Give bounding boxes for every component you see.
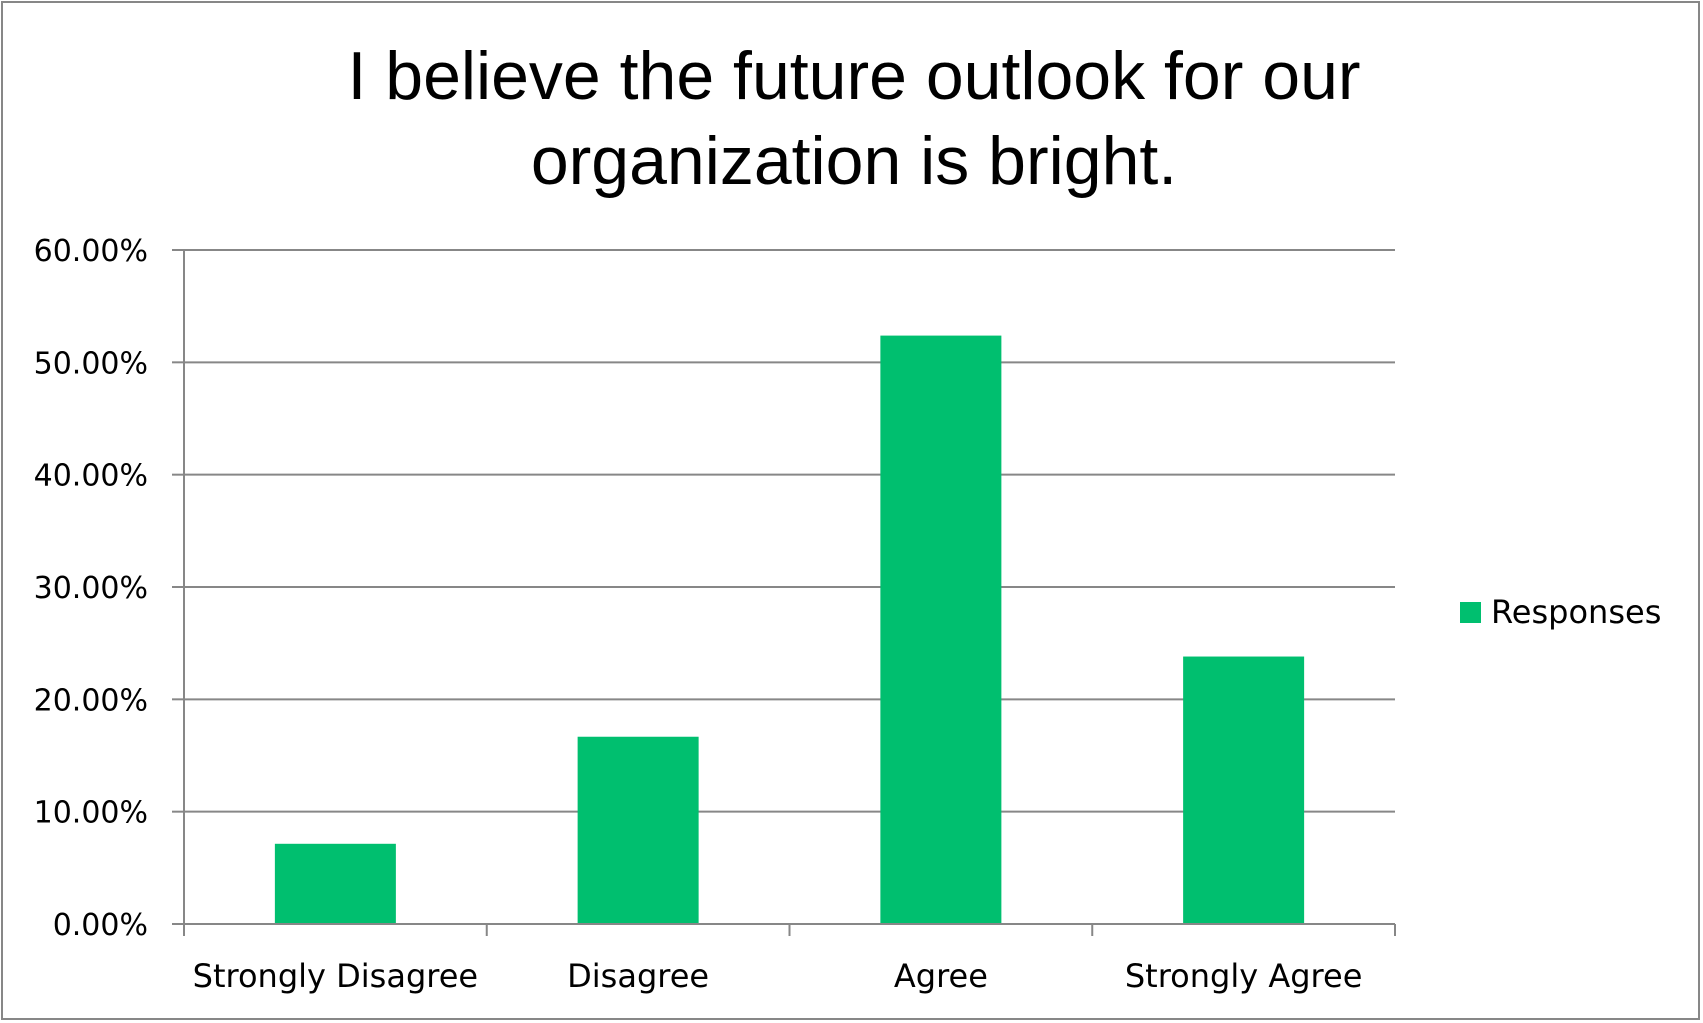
legend: Responses [1460, 593, 1661, 631]
legend-label-responses: Responses [1491, 593, 1661, 631]
x-category-label-2: Agree [894, 957, 988, 995]
legend-swatch-responses [1460, 602, 1481, 623]
x-category-label-0: Strongly Disagree [193, 957, 478, 995]
y-tick-label-1: 10.00% [34, 796, 148, 831]
axes [183, 250, 1396, 936]
bar-agree [880, 335, 1002, 924]
bar-strongly-disagree [274, 843, 396, 924]
chart-title-line-2: organization is bright. [531, 123, 1177, 199]
x-category-label-1: Disagree [567, 957, 709, 995]
y-tick-label-5: 50.00% [34, 346, 148, 381]
y-tick-label-6: 60.00% [34, 234, 148, 269]
y-axis-tick-labels: 0.00% 10.00% 20.00% 30.00% 40.00% 50.00% 60.00… [34, 234, 148, 943]
y-tick-label-4: 40.00% [34, 459, 148, 494]
chart-title: I believe the future outlook for our org… [347, 38, 1360, 199]
y-tick-label-2: 20.00% [34, 683, 148, 718]
x-category-label-3: Strongly Agree [1125, 957, 1363, 995]
bar-strongly-agree [1183, 656, 1305, 924]
y-tick-label-3: 30.00% [34, 571, 148, 606]
bars [274, 335, 1305, 924]
bar-disagree [577, 736, 699, 924]
chart-title-line-1: I believe the future outlook for our [347, 38, 1360, 114]
x-axis-category-labels: Strongly Disagree Disagree Agree Strongly A… [193, 957, 1363, 995]
y-tick-label-0: 0.00% [53, 908, 148, 943]
bar-chart: I believe the future outlook for our org… [34, 38, 1662, 995]
